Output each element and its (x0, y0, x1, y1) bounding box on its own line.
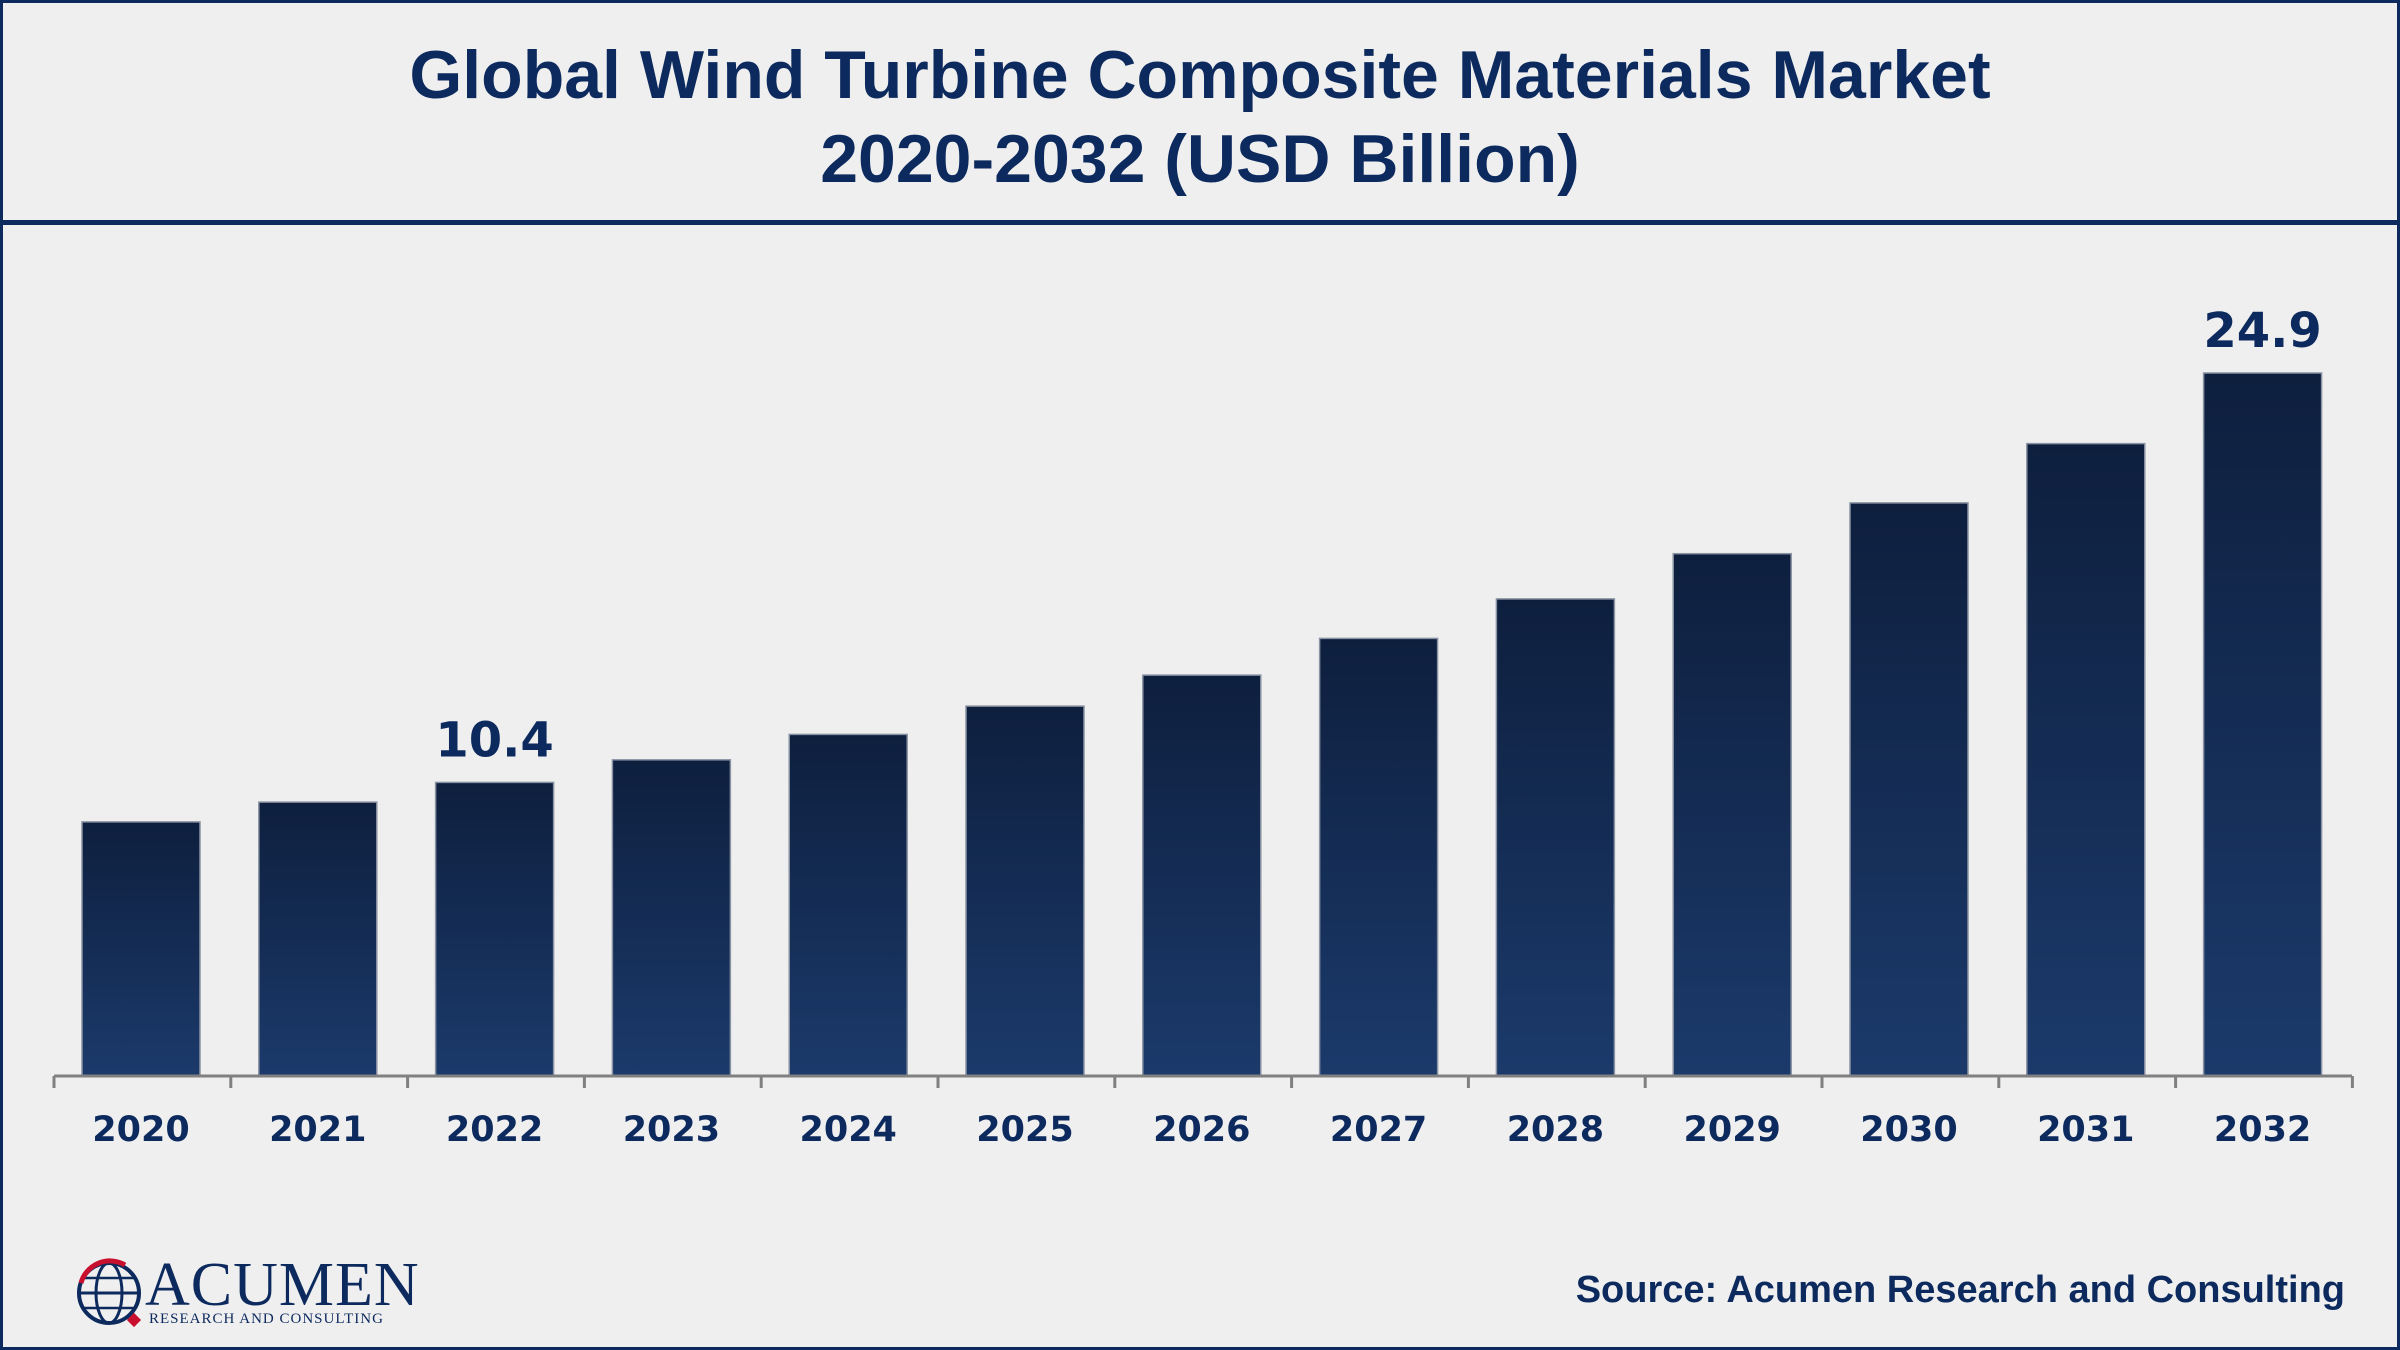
bars-layer (81, 372, 2323, 1077)
x-tick-label: 2022 (446, 1110, 543, 1150)
source-note: Source: Acumen Research and Consulting (1575, 1269, 2345, 1311)
x-tick-label: 2027 (1330, 1110, 1427, 1150)
data-labels: 10.4 24.9 (435, 303, 2321, 768)
chart-title: Global Wind Turbine Composite Materials … (409, 37, 1991, 113)
bar-2022 (434, 781, 555, 1077)
bar-2030 (1849, 502, 1969, 1077)
x-axis (52, 1074, 2354, 1088)
x-tick-label: 2023 (623, 1110, 720, 1150)
bar-2032 (2202, 372, 2323, 1077)
bar-2020 (81, 821, 201, 1077)
acumen-logo: Acumen RESEARCH AND CONSULTING (75, 1253, 419, 1333)
bar-2029 (1672, 552, 1792, 1077)
logo-subtext: RESEARCH AND CONSULTING (149, 1311, 384, 1327)
x-tick-label: 2024 (799, 1110, 896, 1150)
bar-2026 (1142, 674, 1262, 1077)
chart-header: Global Wind Turbine Composite Materials … (3, 3, 2397, 225)
data-label-2032: 24.9 (2203, 303, 2321, 359)
x-tick-label: 2020 (92, 1110, 189, 1150)
bar-2028 (1495, 598, 1616, 1077)
x-tick-label: 2030 (1860, 1110, 1957, 1150)
chart-subtitle: 2020-2032 (USD Billion) (820, 121, 1580, 197)
data-label-2022: 10.4 (435, 712, 553, 768)
bar-2031 (2026, 442, 2146, 1077)
x-tick-label: 2032 (2214, 1110, 2311, 1150)
bar-2025 (965, 705, 1085, 1077)
bar-2024 (788, 733, 908, 1077)
x-tick-label: 2028 (1507, 1110, 1604, 1150)
bar-chart: 2020 2021 2022 2023 2024 2025 2026 2027 2028 2029… (52, 303, 2354, 1150)
bar-2021 (258, 801, 378, 1077)
x-tick-label: 2029 (1683, 1110, 1780, 1150)
logo-wordmark: Acumen (145, 1251, 420, 1319)
bar-2027 (1318, 637, 1439, 1077)
x-tick-label: 2021 (269, 1110, 366, 1150)
x-tick-label: 2026 (1153, 1110, 1250, 1150)
x-tick-labels: 2020 2021 2022 2023 2024 2025 2026 2027 2028 2029… (92, 1110, 2311, 1150)
globe-icon (77, 1258, 142, 1328)
x-tick-label: 2025 (976, 1110, 1073, 1150)
x-tick-label: 2031 (2037, 1110, 2134, 1150)
bar-2023 (611, 759, 732, 1077)
